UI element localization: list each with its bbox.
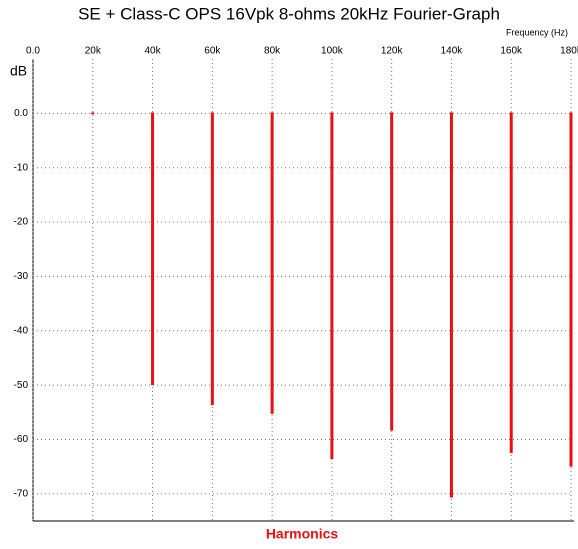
stem bbox=[151, 112, 155, 386]
x-tick-label: 100k bbox=[321, 46, 344, 57]
x-tick-label: 140k bbox=[441, 46, 464, 57]
y-tick-label: -60 bbox=[14, 434, 29, 445]
y-tick-label: -50 bbox=[14, 380, 29, 391]
y-tick-label: -10 bbox=[14, 162, 29, 173]
stem bbox=[210, 112, 214, 406]
y-tick-label: -40 bbox=[14, 325, 29, 336]
stem bbox=[509, 112, 513, 453]
y-tick-label: -20 bbox=[14, 217, 29, 228]
stem bbox=[270, 112, 274, 414]
x-tick-label: 160k bbox=[500, 46, 523, 57]
chart-title: SE + Class-C OPS 16Vpk 8-ohms 20kHz Four… bbox=[78, 4, 500, 23]
stem bbox=[330, 112, 334, 459]
y-tick-label: 0.0 bbox=[14, 108, 28, 119]
x-tick-label: 20k bbox=[85, 46, 102, 57]
stem bbox=[449, 112, 453, 498]
x-tick-label: 120k bbox=[381, 46, 404, 57]
x-tick-label: 80k bbox=[264, 46, 281, 57]
annotation: Harmonics bbox=[266, 526, 339, 542]
x-tick-label: 60k bbox=[204, 46, 221, 57]
x-axis-label: Frequency (Hz) bbox=[506, 27, 568, 37]
x-tick-label: 40k bbox=[144, 46, 161, 57]
x-tick-label: 180k bbox=[560, 46, 578, 57]
x-tick-label: 0.0 bbox=[26, 46, 40, 57]
stem bbox=[569, 112, 573, 467]
y-tick-label: -30 bbox=[14, 271, 29, 282]
stem bbox=[91, 112, 95, 115]
y-axis-label: dB bbox=[10, 63, 27, 79]
stem bbox=[390, 112, 394, 431]
y-tick-label: -70 bbox=[14, 488, 29, 499]
